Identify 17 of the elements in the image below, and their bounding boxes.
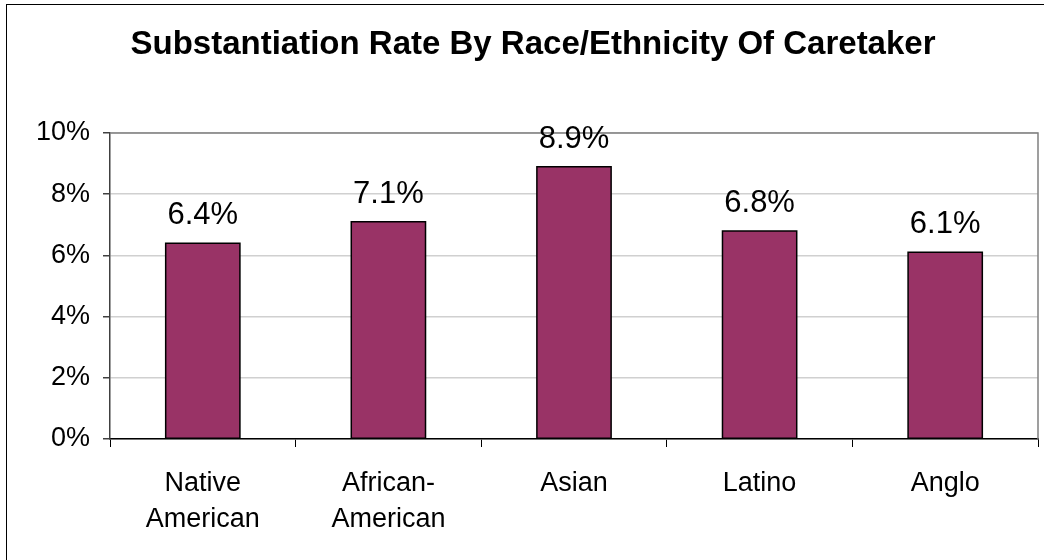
y-tick-label: 8% bbox=[50, 177, 90, 208]
y-tick-label: 0% bbox=[50, 422, 90, 453]
data-label: 6.8% bbox=[724, 183, 795, 219]
data-label: 6.4% bbox=[167, 196, 239, 232]
data-label: 8.9% bbox=[538, 119, 610, 155]
x-tick-label: Native American bbox=[145, 467, 260, 534]
y-tick-label: 6% bbox=[50, 238, 90, 269]
y-tick-label: 4% bbox=[50, 300, 90, 331]
x-tick-label: Anglo bbox=[910, 467, 980, 498]
data-label: 7.1% bbox=[353, 174, 424, 210]
y-tick-label: 10% bbox=[35, 116, 90, 147]
x-tick-label: Asian bbox=[540, 467, 608, 498]
x-tick-label: Latino bbox=[722, 467, 797, 498]
data-label: 6.1% bbox=[909, 205, 981, 241]
y-tick-label: 2% bbox=[50, 361, 90, 392]
x-tick-label: African-American bbox=[331, 467, 446, 534]
chart-title: Substantiation Rate By Race/Ethnicity Of Caretaker bbox=[130, 23, 936, 61]
